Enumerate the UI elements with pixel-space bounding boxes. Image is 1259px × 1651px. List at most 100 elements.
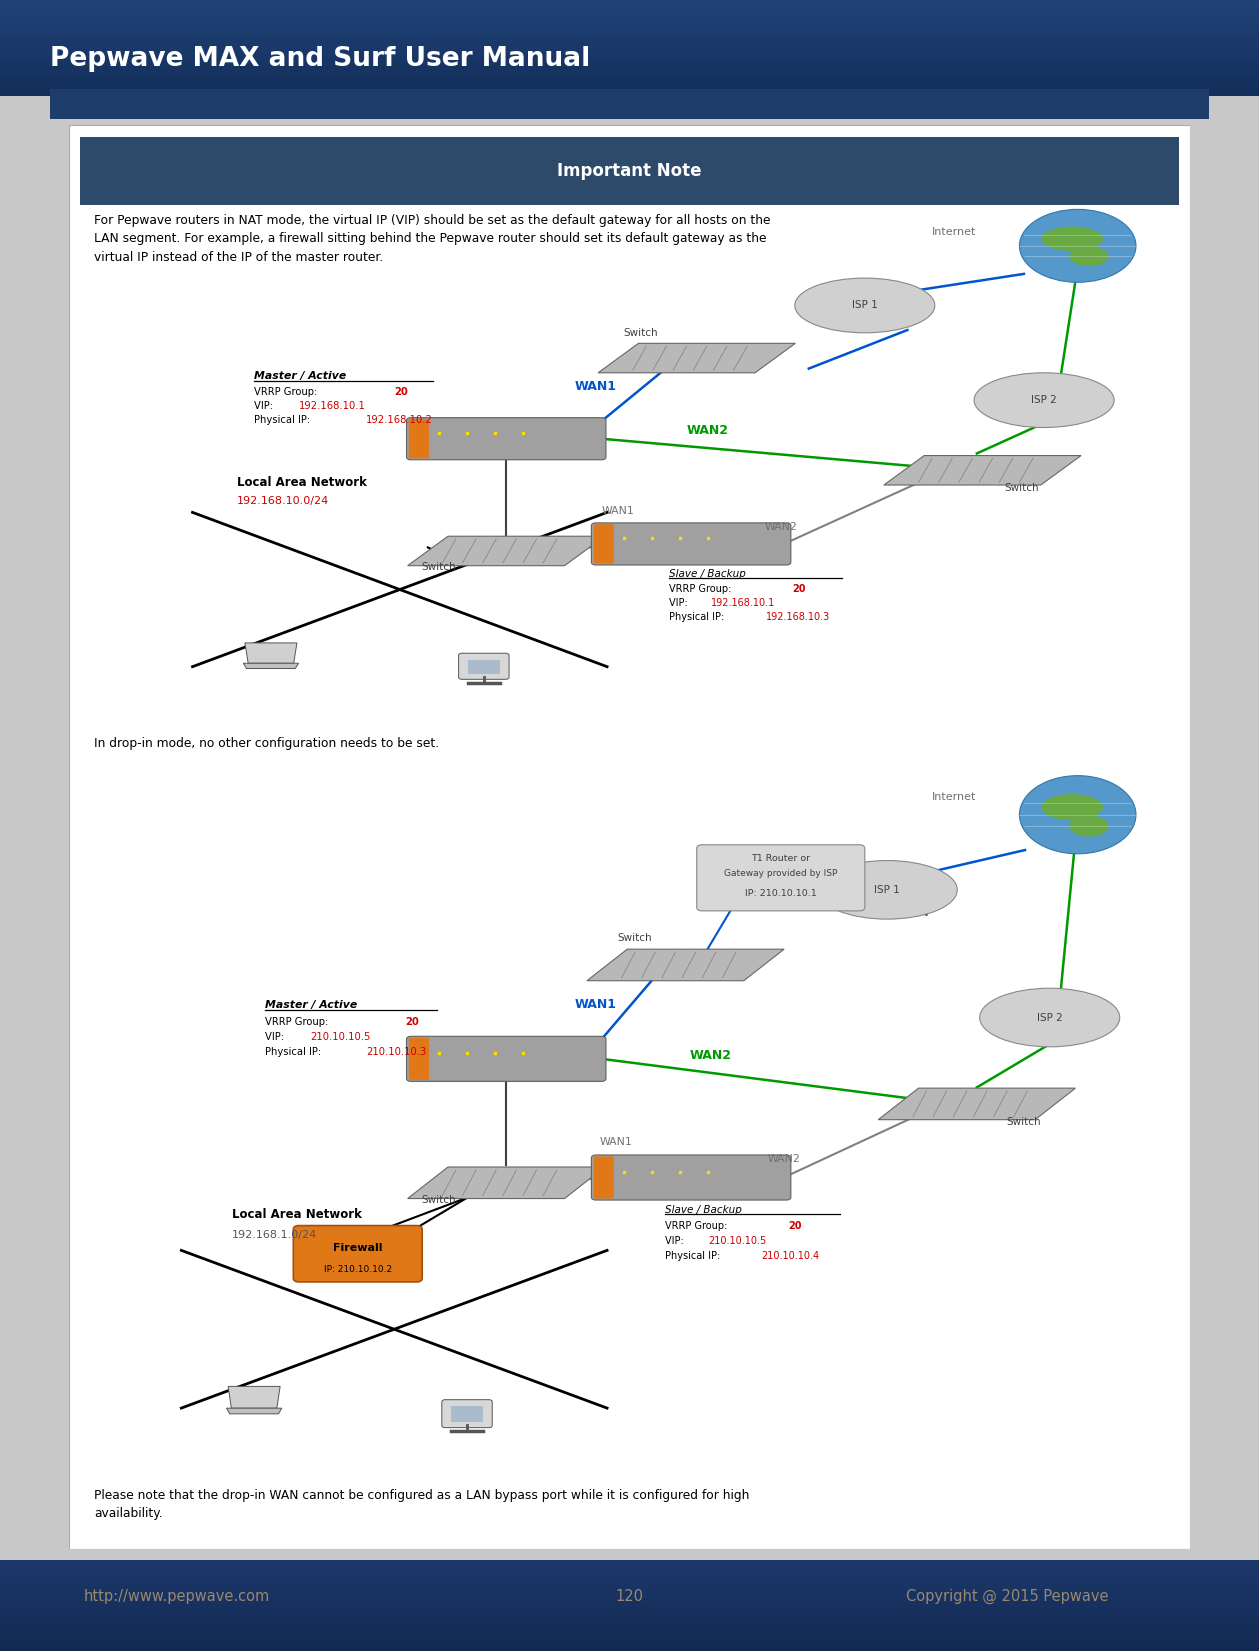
- Text: Please note that the drop-in WAN cannot be configured as a LAN bypass port while: Please note that the drop-in WAN cannot …: [94, 1489, 749, 1521]
- Polygon shape: [879, 1088, 1075, 1119]
- Ellipse shape: [1041, 226, 1103, 251]
- Text: Switch: Switch: [618, 933, 652, 943]
- Ellipse shape: [794, 277, 935, 334]
- Text: 192.168.10.2: 192.168.10.2: [366, 416, 433, 426]
- Text: WAN1: WAN1: [575, 380, 617, 393]
- Ellipse shape: [1041, 794, 1103, 821]
- Text: 210.10.10.4: 210.10.10.4: [762, 1251, 820, 1261]
- FancyBboxPatch shape: [407, 1037, 606, 1081]
- FancyBboxPatch shape: [0, 84, 1259, 124]
- Text: Switch: Switch: [623, 327, 658, 337]
- Text: Physical IP:: Physical IP:: [669, 611, 728, 622]
- Text: VRRP Group:: VRRP Group:: [669, 584, 734, 594]
- Text: WAN2: WAN2: [687, 424, 729, 438]
- Text: 20: 20: [405, 1017, 419, 1027]
- Text: ISP 1: ISP 1: [852, 300, 878, 310]
- Text: ISP 1: ISP 1: [874, 885, 900, 895]
- Text: Slave / Backup: Slave / Backup: [669, 570, 745, 580]
- Polygon shape: [408, 537, 604, 566]
- Polygon shape: [246, 642, 297, 664]
- FancyBboxPatch shape: [407, 418, 606, 459]
- Text: Slave / Backup: Slave / Backup: [665, 1205, 743, 1215]
- Ellipse shape: [974, 373, 1114, 428]
- FancyBboxPatch shape: [594, 1156, 614, 1199]
- FancyBboxPatch shape: [451, 1407, 483, 1423]
- Text: WAN2: WAN2: [768, 1154, 801, 1164]
- Ellipse shape: [1069, 816, 1108, 837]
- FancyBboxPatch shape: [69, 125, 1190, 1549]
- Text: WAN1: WAN1: [602, 505, 635, 515]
- Text: Switch: Switch: [1005, 484, 1039, 494]
- Text: VIP:: VIP:: [665, 1237, 687, 1247]
- Text: VRRP Group:: VRRP Group:: [665, 1222, 731, 1232]
- Text: Local Area Network: Local Area Network: [238, 475, 368, 489]
- Ellipse shape: [980, 989, 1119, 1047]
- Text: VIP:: VIP:: [254, 401, 276, 411]
- FancyBboxPatch shape: [594, 525, 614, 563]
- Text: 192.168.10.1: 192.168.10.1: [711, 598, 776, 608]
- Text: 210.10.10.5: 210.10.10.5: [310, 1032, 370, 1042]
- Ellipse shape: [817, 860, 957, 920]
- Text: WAN2: WAN2: [689, 1048, 731, 1062]
- FancyBboxPatch shape: [442, 1400, 492, 1428]
- Text: IP: 210.10.10.1: IP: 210.10.10.1: [745, 890, 817, 898]
- Ellipse shape: [1069, 246, 1108, 266]
- FancyBboxPatch shape: [467, 659, 500, 674]
- Polygon shape: [243, 664, 298, 669]
- Text: Copyright @ 2015 Pepwave: Copyright @ 2015 Pepwave: [906, 1588, 1108, 1605]
- Text: 20: 20: [788, 1222, 802, 1232]
- Text: 192.168.10.1: 192.168.10.1: [298, 401, 366, 411]
- Polygon shape: [408, 1167, 604, 1199]
- Text: VRRP Group:: VRRP Group:: [254, 388, 321, 398]
- FancyBboxPatch shape: [592, 523, 791, 565]
- Text: Physical IP:: Physical IP:: [254, 416, 313, 426]
- Text: WAN2: WAN2: [764, 522, 797, 532]
- Text: 192.168.10.0/24: 192.168.10.0/24: [238, 495, 330, 505]
- FancyBboxPatch shape: [293, 1225, 422, 1281]
- Text: 210.10.10.3: 210.10.10.3: [366, 1047, 427, 1057]
- Text: VRRP Group:: VRRP Group:: [266, 1017, 331, 1027]
- Text: Local Area Network: Local Area Network: [232, 1209, 361, 1222]
- Text: ISP 2: ISP 2: [1031, 395, 1058, 404]
- Text: In drop-in mode, no other configuration needs to be set.: In drop-in mode, no other configuration …: [94, 738, 439, 751]
- Text: Switch: Switch: [422, 1195, 456, 1205]
- Text: WAN1: WAN1: [575, 997, 617, 1010]
- FancyBboxPatch shape: [592, 1156, 791, 1200]
- Text: Internet: Internet: [932, 792, 977, 802]
- FancyBboxPatch shape: [696, 845, 865, 911]
- Text: 20: 20: [792, 584, 806, 594]
- Text: 20: 20: [394, 388, 408, 398]
- Text: ISP 2: ISP 2: [1037, 1012, 1063, 1022]
- FancyBboxPatch shape: [81, 137, 1178, 205]
- Circle shape: [1020, 776, 1136, 854]
- Text: Gateway provided by ISP: Gateway provided by ISP: [724, 868, 837, 878]
- Text: http://www.pepwave.com: http://www.pepwave.com: [83, 1588, 269, 1605]
- Text: Physical IP:: Physical IP:: [266, 1047, 325, 1057]
- Text: 192.168.1.0/24: 192.168.1.0/24: [232, 1230, 317, 1240]
- Polygon shape: [884, 456, 1081, 485]
- FancyBboxPatch shape: [409, 1038, 429, 1080]
- Text: Firewall: Firewall: [334, 1243, 383, 1253]
- Text: Switch: Switch: [1007, 1118, 1041, 1128]
- Text: IP: 210.10.10.2: IP: 210.10.10.2: [324, 1265, 392, 1273]
- Text: 192.168.10.3: 192.168.10.3: [767, 611, 831, 622]
- Text: For Pepwave routers in NAT mode, the virtual IP (VIP) should be set as the defau: For Pepwave routers in NAT mode, the vir…: [94, 213, 771, 264]
- Polygon shape: [598, 343, 796, 373]
- Text: Master / Active: Master / Active: [266, 1001, 358, 1010]
- Text: Physical IP:: Physical IP:: [665, 1251, 724, 1261]
- Polygon shape: [227, 1408, 282, 1413]
- Polygon shape: [228, 1387, 279, 1408]
- Text: Important Note: Important Note: [558, 162, 701, 180]
- Text: Switch: Switch: [422, 561, 456, 571]
- Polygon shape: [587, 949, 784, 981]
- FancyBboxPatch shape: [458, 654, 509, 679]
- Text: 210.10.10.5: 210.10.10.5: [708, 1237, 767, 1247]
- Text: T1 Router or: T1 Router or: [752, 854, 811, 863]
- Text: WAN1: WAN1: [599, 1138, 632, 1147]
- Text: 120: 120: [616, 1588, 643, 1605]
- FancyBboxPatch shape: [409, 419, 429, 459]
- Text: VIP:: VIP:: [266, 1032, 287, 1042]
- Text: Pepwave MAX and Surf User Manual: Pepwave MAX and Surf User Manual: [50, 46, 590, 73]
- Text: VIP:: VIP:: [669, 598, 691, 608]
- Text: Internet: Internet: [932, 228, 977, 238]
